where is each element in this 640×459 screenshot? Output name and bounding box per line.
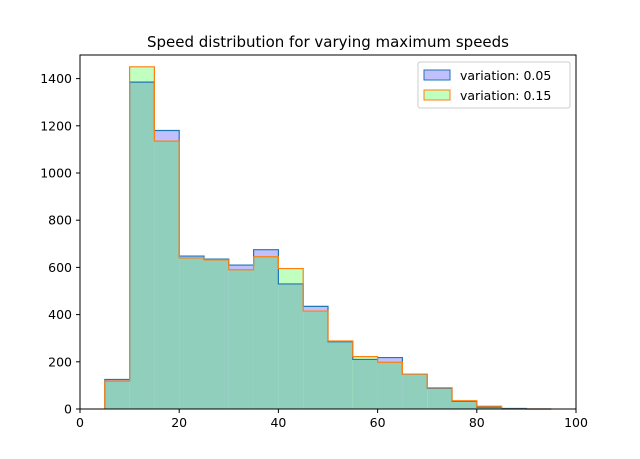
bar-overlap-bin-3 bbox=[179, 257, 204, 409]
bar-overlap-bin-10 bbox=[352, 359, 378, 409]
legend-swatch-1 bbox=[423, 89, 451, 101]
y-tick-label: 0 bbox=[64, 402, 72, 417]
y-tick-label: 600 bbox=[48, 260, 72, 275]
x-tick-label: 0 bbox=[76, 415, 84, 430]
chart-title: Speed distribution for varying maximum s… bbox=[147, 33, 509, 51]
bar-overlap-bin-5 bbox=[228, 269, 254, 409]
bar-overlap-bin-14 bbox=[452, 401, 477, 409]
legend-label-0: variation: 0.05 bbox=[460, 68, 551, 83]
legend: variation: 0.05 variation: 0.15 bbox=[417, 61, 571, 109]
bar-overlap-bin-2 bbox=[154, 141, 180, 409]
legend-label-1: variation: 0.15 bbox=[460, 88, 551, 103]
y-tick-label: 1000 bbox=[40, 166, 72, 181]
series-outline-1 bbox=[104, 66, 552, 410]
bar-overlap-bin-7 bbox=[278, 283, 304, 409]
y-tick-label: 1200 bbox=[40, 118, 72, 133]
bar-overlap-bin-4 bbox=[204, 259, 229, 409]
axes-frame bbox=[79, 54, 577, 410]
bar-overlap-bin-8 bbox=[303, 311, 328, 409]
x-tick-label: 100 bbox=[564, 415, 588, 430]
x-tick-label: 40 bbox=[270, 415, 286, 430]
y-tick-label: 1400 bbox=[40, 71, 72, 86]
x-tick-label: 60 bbox=[370, 415, 386, 430]
y-tick-label: 400 bbox=[48, 307, 72, 322]
bar-overlap-bin-1 bbox=[129, 82, 155, 409]
y-tick-label: 800 bbox=[48, 213, 72, 228]
x-tick-label: 80 bbox=[469, 415, 485, 430]
y-tick-label: 200 bbox=[48, 354, 72, 369]
bar-overlap-bin-13 bbox=[427, 388, 452, 409]
bar-overlap-bin-9 bbox=[328, 341, 353, 409]
bar-overlap-bin-12 bbox=[402, 374, 428, 409]
legend-box bbox=[417, 61, 571, 109]
legend-swatch-0 bbox=[423, 69, 451, 81]
bar-overlap-bin-11 bbox=[377, 362, 403, 409]
plot-area bbox=[104, 66, 552, 410]
bar-overlap-bin-15 bbox=[476, 407, 502, 409]
x-tick-label: 20 bbox=[171, 415, 187, 430]
bar-overlap-bin-0 bbox=[104, 381, 130, 409]
bar-overlap-bin-6 bbox=[253, 256, 279, 409]
